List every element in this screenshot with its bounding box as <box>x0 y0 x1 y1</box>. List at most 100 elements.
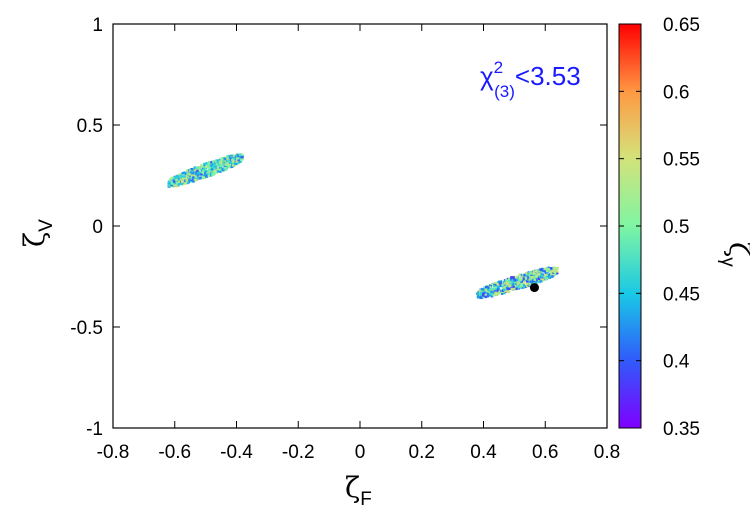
scatter-point <box>497 286 500 289</box>
scatter-point <box>523 273 526 277</box>
scatter-point <box>497 280 501 284</box>
scatter-point <box>236 157 240 160</box>
scatter-point <box>218 163 221 167</box>
scatter-point <box>512 276 515 279</box>
scatter-point <box>510 278 513 282</box>
scatter-point <box>491 289 495 293</box>
scatter-point <box>489 292 492 295</box>
scatter-point <box>526 275 529 279</box>
scatter-point <box>216 168 220 171</box>
scatter-point <box>517 275 520 278</box>
colorbar-tick-label: 0.45 <box>663 284 700 305</box>
scatter-point <box>552 270 556 273</box>
scatter-point <box>520 277 523 280</box>
scatter-point <box>231 160 235 163</box>
scatter-point <box>226 158 229 162</box>
scatter-point <box>512 283 515 286</box>
colorbar-tick-label: 0.65 <box>663 15 700 36</box>
scatter-point <box>539 276 542 280</box>
scatter-point <box>525 271 528 275</box>
scatter-point <box>205 164 209 167</box>
scatter-point <box>167 184 170 187</box>
scatter-point <box>227 164 231 167</box>
scatter-point <box>215 166 218 169</box>
scatter-point <box>202 173 205 177</box>
scatter-point <box>537 273 540 276</box>
scatter-point <box>210 164 213 167</box>
scatter-point <box>527 273 530 277</box>
scatter-point <box>167 180 171 183</box>
scatter-point <box>505 279 508 282</box>
scatter-point <box>169 180 172 184</box>
scatter-point <box>535 270 539 273</box>
scatter-point <box>192 172 195 175</box>
scatter-point <box>196 169 199 173</box>
scatter-point <box>199 176 202 179</box>
scatter-point <box>229 157 233 160</box>
scatter-point <box>486 291 490 295</box>
scatter-point <box>201 176 204 179</box>
colorbar-tick-label: 0.35 <box>663 419 700 440</box>
scatter-point <box>226 160 230 164</box>
scatter-point <box>507 290 511 294</box>
x-tick-label: 0.2 <box>409 442 435 463</box>
colorbar-tick-label: 0.5 <box>663 217 689 238</box>
scatter-point <box>234 162 237 166</box>
scatter-point <box>208 165 211 168</box>
scatter-point <box>545 273 549 276</box>
scatter-point <box>547 267 550 271</box>
scatter-point <box>506 284 510 287</box>
scatter-point <box>491 287 495 291</box>
scatter-point <box>481 287 484 291</box>
scatter-point <box>531 278 534 282</box>
scatter-point <box>495 284 498 287</box>
scatter-point <box>530 277 534 280</box>
scatter-point <box>213 167 216 170</box>
scatter-point <box>207 161 211 164</box>
scatter-point <box>508 277 511 281</box>
scatter-point <box>505 282 509 286</box>
scatter-point <box>495 287 498 291</box>
scatter-point <box>548 276 552 279</box>
y-tick-label: 1 <box>92 15 103 36</box>
scatter-point <box>529 280 532 283</box>
scatter-point <box>213 171 216 175</box>
scatter-point <box>220 160 223 163</box>
scatter-point <box>210 165 214 169</box>
scatter-point <box>504 284 507 287</box>
scatter-point <box>217 160 220 164</box>
scatter-point <box>513 281 517 284</box>
scatter-point <box>512 285 515 289</box>
scatter-point <box>485 290 489 293</box>
scatter-point <box>226 156 229 159</box>
scatter-point <box>538 280 541 284</box>
scatter-point <box>238 160 242 163</box>
scatter-point <box>556 266 559 270</box>
scatter-point <box>531 280 535 283</box>
scatter-point <box>219 164 223 168</box>
best-fit-point <box>529 283 539 293</box>
scatter-point <box>216 160 219 163</box>
scatter-point <box>224 156 228 159</box>
scatter-point <box>510 282 513 285</box>
scatter-point <box>502 280 506 284</box>
scatter-point <box>496 284 500 287</box>
colorbar-label: ζγ <box>717 242 750 267</box>
scatter-point <box>225 163 228 166</box>
scatter-point <box>205 162 208 165</box>
scatter-point <box>185 177 188 180</box>
scatter-point <box>500 292 504 295</box>
scatter-point <box>170 183 173 187</box>
chi-square-annotation: χ2 (3)<3.53 <box>480 58 581 101</box>
scatter-point <box>224 157 227 161</box>
scatter-point <box>181 171 184 175</box>
scatter-point <box>521 278 525 281</box>
scatter-point <box>518 273 521 277</box>
scatter-point <box>506 287 509 291</box>
scatter-point <box>511 280 514 283</box>
scatter-point <box>538 275 541 278</box>
scatter-point <box>482 288 486 291</box>
scatter-point <box>528 279 531 282</box>
y-axis-label: ζV <box>18 219 57 247</box>
scatter-point <box>548 270 551 273</box>
